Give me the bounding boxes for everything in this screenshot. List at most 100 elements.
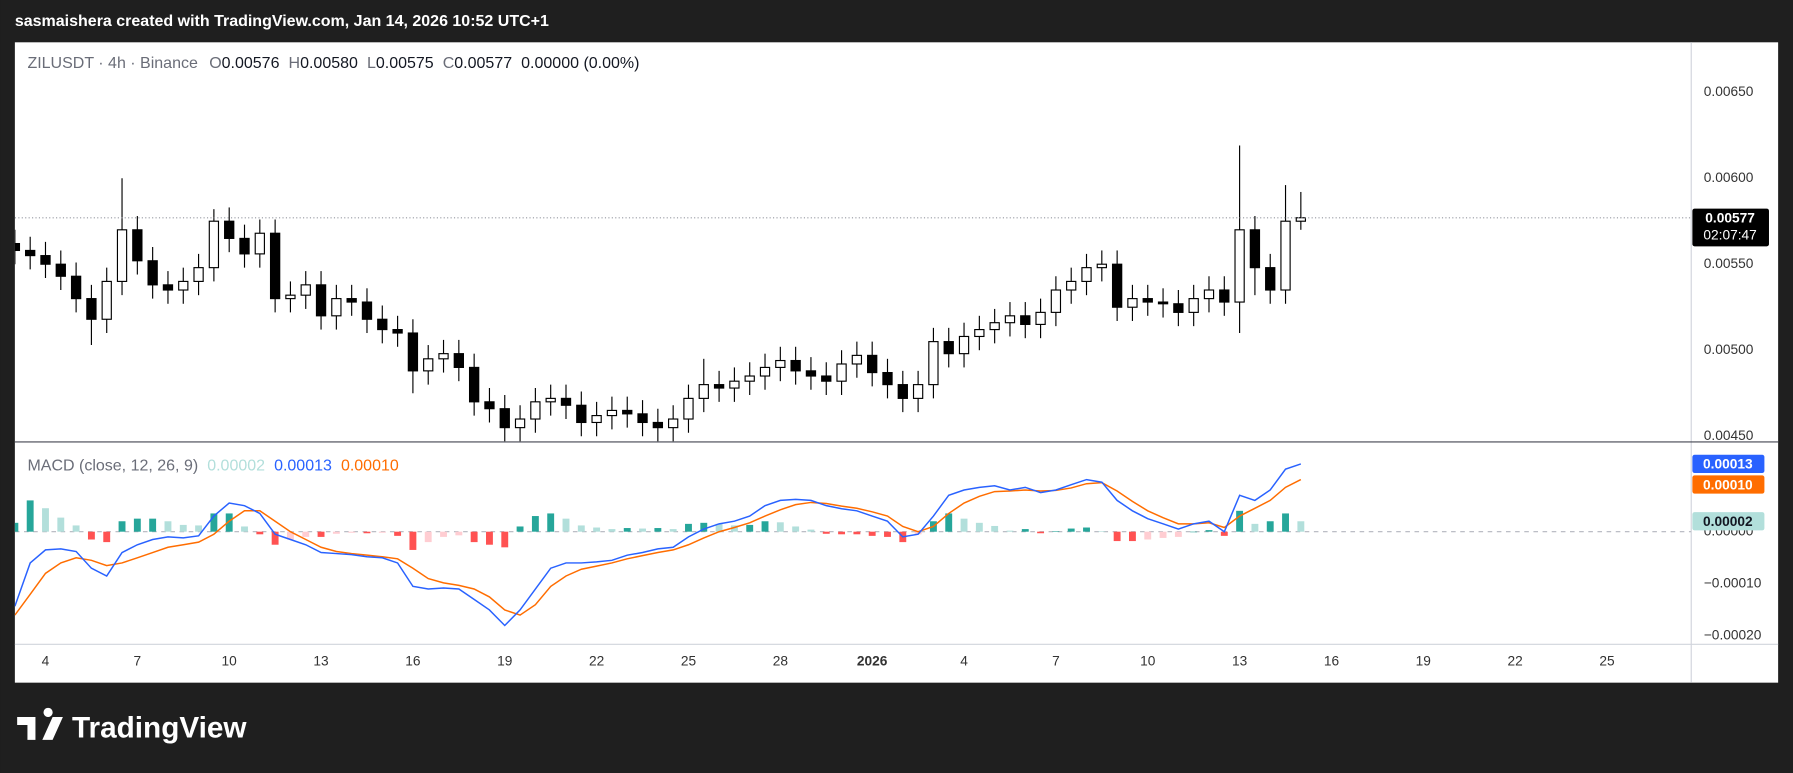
candle-body (14, 242, 21, 252)
histogram-bar (822, 531, 830, 534)
candle-body (836, 363, 847, 382)
y-tick-label: 0.00500 (1704, 342, 1754, 357)
x-tick-label: 28 (773, 654, 789, 669)
histogram-bar (133, 518, 141, 532)
x-tick-label: 7 (1052, 654, 1060, 669)
histogram-bar (363, 531, 371, 534)
brand-logo: TradingView (17, 707, 247, 744)
histogram-bar (593, 527, 601, 532)
histogram-bar (531, 516, 539, 532)
ohlc-key: C (443, 55, 455, 72)
candle-body (622, 409, 633, 415)
ohlc-value: 0.00577 (454, 55, 512, 72)
candle-body (637, 413, 648, 424)
candle-body (484, 401, 495, 410)
candle-body (1280, 220, 1291, 291)
histogram-bar (470, 531, 478, 543)
candle-body (1066, 280, 1077, 291)
histogram-bar (1006, 530, 1014, 532)
axes: 4 7 10 13 16 19 22 25 28 2026 4 7 10 13 16 19 22 25 0.0045… (42, 84, 1769, 669)
histogram-bar (1174, 531, 1182, 537)
last-price-box (1692, 208, 1769, 247)
histogram-bar (547, 513, 555, 532)
histogram-bar (286, 531, 294, 540)
histogram-bar (332, 531, 340, 534)
candle-body (912, 384, 924, 399)
candle-body (269, 232, 281, 300)
x-tick-label: 25 (1599, 654, 1615, 669)
candle-body (116, 229, 128, 282)
histogram-bar (179, 524, 187, 532)
ohlc-value: 0.00576 (222, 55, 280, 72)
histogram-bar (623, 528, 631, 532)
histogram-bar (516, 526, 524, 532)
signal-value-label: 0.00010 (1703, 477, 1753, 492)
candle-body (1219, 289, 1230, 303)
x-tick-label: 10 (222, 654, 238, 669)
histogram-bar (409, 531, 417, 550)
x-tick-label: 7 (134, 654, 142, 669)
candle-body (805, 370, 817, 377)
candle-body (576, 404, 587, 424)
candle-body (468, 366, 480, 403)
histogram-bar (440, 531, 447, 537)
histogram-bar (210, 513, 218, 532)
candle-body (943, 341, 954, 355)
histogram-bar (394, 531, 402, 536)
x-tick-label: 16 (1324, 654, 1340, 669)
histogram-bar (424, 531, 432, 543)
candle-body (300, 284, 311, 296)
signal-legend-value: 0.00010 (341, 458, 399, 475)
histogram-bar (1098, 531, 1106, 532)
candle-body (40, 255, 51, 265)
histogram-bar (884, 531, 891, 537)
histogram-bar (1266, 521, 1274, 532)
histogram-bar (1205, 530, 1213, 532)
candle-body (606, 409, 618, 417)
candle-body (775, 359, 786, 368)
candle-body (897, 384, 908, 399)
histogram-bar (1052, 531, 1060, 532)
candle-body (453, 353, 464, 368)
histogram-bar (669, 529, 677, 532)
candle-body (1050, 289, 1062, 313)
histogram-bar (72, 525, 80, 532)
histogram-bar (1128, 531, 1136, 542)
price-pane (14, 145, 1692, 442)
candle-body (55, 263, 66, 277)
candle-body (1142, 298, 1153, 303)
candle-body (377, 318, 388, 331)
macd-value-label: 0.00013 (1703, 457, 1753, 472)
histogram-bar (975, 522, 983, 532)
histogram-bar (26, 500, 34, 532)
histogram-bar (654, 528, 662, 532)
histogram-bar (1251, 523, 1259, 532)
candle-body (254, 232, 265, 255)
candle-body (208, 220, 220, 269)
ohlc-key: H (289, 55, 301, 72)
candle-body (162, 284, 174, 291)
histogram-bar (1067, 528, 1075, 532)
y-tick-label: 0.00450 (1704, 428, 1754, 443)
histogram-bar (486, 531, 493, 545)
candle-body (224, 220, 235, 239)
signal-line (14, 478, 1302, 616)
chart-panel (14, 42, 1779, 683)
last-price-label: 0.00577 (1705, 211, 1755, 226)
histogram-bar (746, 524, 754, 532)
x-tick-label: 22 (1508, 654, 1523, 669)
candle-body (821, 375, 832, 382)
change: 0.00000 (0.00%) (521, 55, 639, 72)
histogram-bar (225, 513, 233, 532)
ohlc-value: 0.00580 (300, 55, 358, 72)
candle-body (1004, 315, 1016, 324)
candle-body (407, 332, 419, 372)
candle-body (392, 329, 403, 334)
candle-body (315, 284, 327, 317)
x-tick-label: 2026 (857, 654, 888, 669)
y-tick-label: −0.00010 (1704, 575, 1762, 590)
candle-body (361, 301, 373, 320)
candle-body (790, 359, 801, 372)
x-tick-label: 22 (589, 654, 604, 669)
histogram-bar (608, 529, 616, 532)
